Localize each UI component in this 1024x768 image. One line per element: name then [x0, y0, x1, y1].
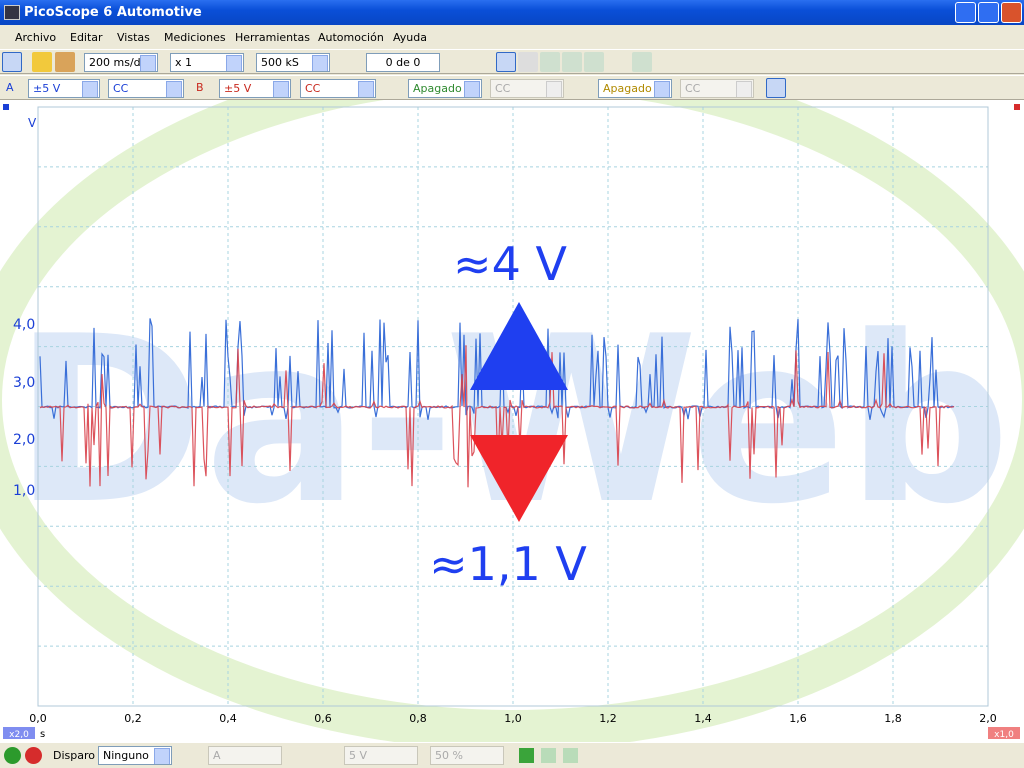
close-button[interactable] [1001, 2, 1022, 23]
minimize-button[interactable] [955, 2, 976, 23]
channel-a-range[interactable]: ±5 V [28, 79, 100, 98]
state: Apagado [603, 82, 652, 95]
trigger-source: A [208, 746, 282, 765]
timebase: 200 ms/div [89, 56, 151, 69]
mode: Ninguno [103, 749, 149, 762]
y-tick-label: 4,0 [13, 317, 35, 333]
channel-c-state[interactable]: Apagado [408, 79, 482, 98]
annotation-low: ≈1,1 V [429, 537, 587, 591]
zoom-in-tool[interactable] [562, 52, 582, 72]
x-tick-label: 0,4 [219, 712, 237, 725]
menu-bar: Archivo Editar Vistas Mediciones Herrami… [0, 25, 1024, 49]
plot-frame [37, 106, 989, 707]
state: Apagado [413, 82, 462, 95]
x-unit: s [40, 729, 45, 740]
y-tick-label: 3,0 [13, 375, 35, 391]
samples-spin[interactable]: 500 kS [256, 53, 330, 72]
buffer-navigator[interactable]: 0 de 0 [366, 53, 440, 72]
x-tick-label: 2,0 [979, 712, 997, 725]
range: ±5 V [33, 82, 61, 95]
app-icon [4, 5, 20, 20]
y-tick-label: 2,0 [13, 432, 35, 448]
y-tick-label: 1,0 [13, 483, 35, 499]
zoom-spin[interactable]: x 1 [170, 53, 244, 72]
channel-b-coupling[interactable]: CC [300, 79, 376, 98]
menu-item[interactable]: Vistas [117, 31, 150, 44]
menu-item[interactable]: Automoción [318, 31, 384, 44]
x-tick-label: 1,0 [504, 712, 522, 725]
scope-mode-button[interactable] [2, 52, 22, 72]
up-arrow [470, 302, 568, 390]
start-button[interactable] [4, 747, 21, 764]
coupling: CC [685, 82, 701, 95]
trigger-mode[interactable]: Ninguno [98, 746, 172, 765]
home-button[interactable] [55, 52, 75, 72]
hand-tool[interactable] [518, 52, 538, 72]
status-bar: Disparo Ninguno A 5 V 50 % [0, 742, 1024, 768]
auto-setup-button[interactable] [32, 52, 52, 72]
x-zoom: x2,0 [9, 730, 29, 740]
channel-d-coupling: CC [680, 79, 754, 98]
channel-c-coupling: CC [490, 79, 564, 98]
y-zoom-badge [988, 727, 1020, 739]
channel-b-range[interactable]: ±5 V [219, 79, 291, 98]
x-tick-label: 1,8 [884, 712, 902, 725]
stop-button[interactable] [25, 747, 42, 764]
pointer-tool[interactable] [496, 52, 516, 72]
coupling: CC [495, 82, 511, 95]
zoom-out-tool[interactable] [584, 52, 604, 72]
down-arrow [470, 435, 568, 522]
y-unit: V [28, 116, 37, 130]
zoom: x 1 [175, 56, 193, 69]
pretrigger: 50 % [435, 749, 463, 762]
coupling: CC [113, 82, 129, 95]
corner-marker [1014, 104, 1020, 110]
view-options-button [563, 748, 578, 763]
x-zoom-badge [3, 727, 35, 739]
timebase-select[interactable]: 200 ms/div [84, 53, 158, 72]
channel-a-coupling[interactable]: CC [108, 79, 184, 98]
watermark-swoosh [0, 100, 1024, 742]
channel-b-label: B [196, 81, 204, 94]
maximize-button[interactable] [978, 2, 999, 23]
menu-item[interactable]: Archivo [15, 31, 57, 44]
trigger-label: Disparo [53, 749, 95, 762]
x-tick-label: 1,6 [789, 712, 807, 725]
toolbar: 200 ms/div x 1 500 kS 0 de 0 [0, 49, 1024, 74]
y-zoom: x1,0 [994, 730, 1014, 740]
x-tick-label: 1,2 [599, 712, 617, 725]
buffer-count: 0 de 0 [385, 56, 421, 69]
channel-a-label: A [6, 81, 14, 94]
source: A [213, 749, 221, 762]
remove-view-button [541, 748, 556, 763]
menu-item[interactable]: Mediciones [164, 31, 226, 44]
x-tick-label: 0,6 [314, 712, 332, 725]
add-view-button[interactable] [519, 748, 534, 763]
range: ±5 V [224, 82, 252, 95]
title-bar: PicoScope 6 Automotive [0, 0, 1024, 25]
x-tick-label: 0,0 [29, 712, 47, 725]
channel-options-button[interactable] [766, 78, 786, 98]
corner-marker [3, 104, 9, 110]
zoom-fit-tool[interactable] [632, 52, 652, 72]
menu-item[interactable]: Editar [70, 31, 103, 44]
level: 5 V [349, 749, 368, 762]
channel-bar: A ±5 V CC B ±5 V CC Apagado CC Apagado C… [0, 75, 1024, 100]
zoom-tool[interactable] [540, 52, 560, 72]
samples: 500 kS [261, 56, 299, 69]
coupling: CC [305, 82, 321, 95]
pre-trigger: 50 % [430, 746, 504, 765]
trigger-level: 5 V [344, 746, 418, 765]
menu-item[interactable]: Ayuda [393, 31, 427, 44]
x-tick-label: 1,4 [694, 712, 712, 725]
annotation-high: ≈4 V [453, 237, 567, 291]
window-title: PicoScope 6 Automotive [24, 5, 202, 20]
x-tick-label: 0,2 [124, 712, 142, 725]
channel-d-state[interactable]: Apagado [598, 79, 672, 98]
x-tick-label: 0,8 [409, 712, 427, 725]
scope-view: Da-Web V4,03,02,01,00,0 0,2 0,4 0,6 0,8 1,0 1,… [0, 100, 1024, 742]
menu-item[interactable]: Herramientas [235, 31, 310, 44]
